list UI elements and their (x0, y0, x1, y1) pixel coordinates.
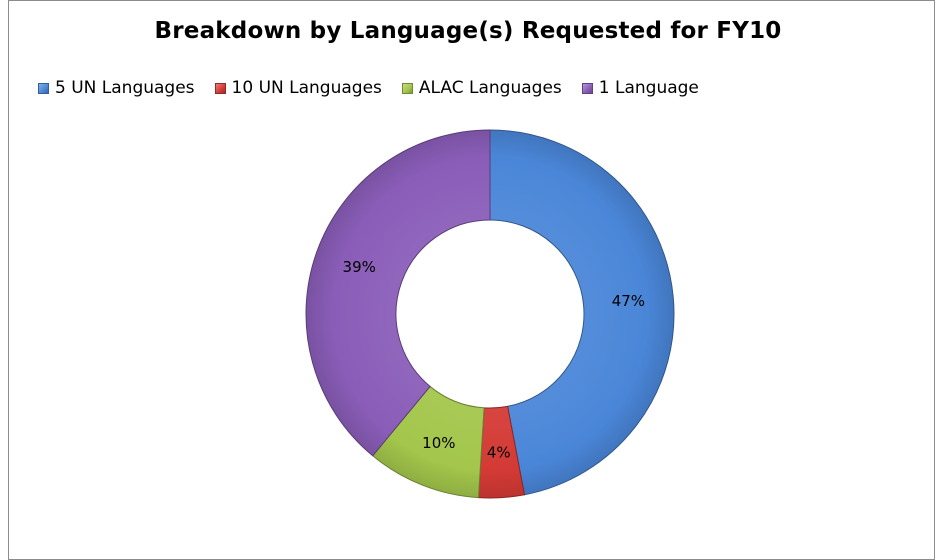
donut-data-labels: 47% 4% 10% 39% (343, 258, 646, 462)
legend-item-alac-languages: ALAC Languages (401, 78, 562, 98)
legend-label-1-language: 1 Language (598, 78, 699, 98)
legend-swatch-1-language (581, 82, 593, 94)
data-label-1-language: 39% (343, 258, 376, 276)
data-label-10-un-languages: 4% (487, 444, 511, 462)
legend-label-alac-languages: ALAC Languages (418, 78, 562, 98)
legend-swatch-alac-languages (401, 82, 413, 94)
data-label-alac-languages: 10% (422, 434, 455, 452)
legend-item-1-language: 1 Language (581, 78, 699, 98)
chart-title: Breakdown by Language(s) Requested for F… (154, 18, 782, 44)
legend-label-10-un-languages: 10 UN Languages (231, 78, 382, 98)
chart-legend: 5 UN Languages 10 UN Languages ALAC Lang… (38, 74, 928, 102)
legend-item-10-un-languages: 10 UN Languages (214, 78, 382, 98)
slice-1-language (305, 129, 491, 457)
legend-item-5-un-languages: 5 UN Languages (38, 78, 195, 98)
donut-slices (305, 129, 675, 499)
slice-5-un-languages (489, 129, 675, 496)
legend-label-5-un-languages: 5 UN Languages (55, 78, 195, 98)
donut-chart: 47% 4% 10% 39% (305, 129, 675, 499)
data-label-5-un-languages: 47% (612, 292, 645, 310)
legend-swatch-5-un-languages (38, 82, 49, 94)
legend-swatch-10-un-languages (214, 82, 226, 94)
